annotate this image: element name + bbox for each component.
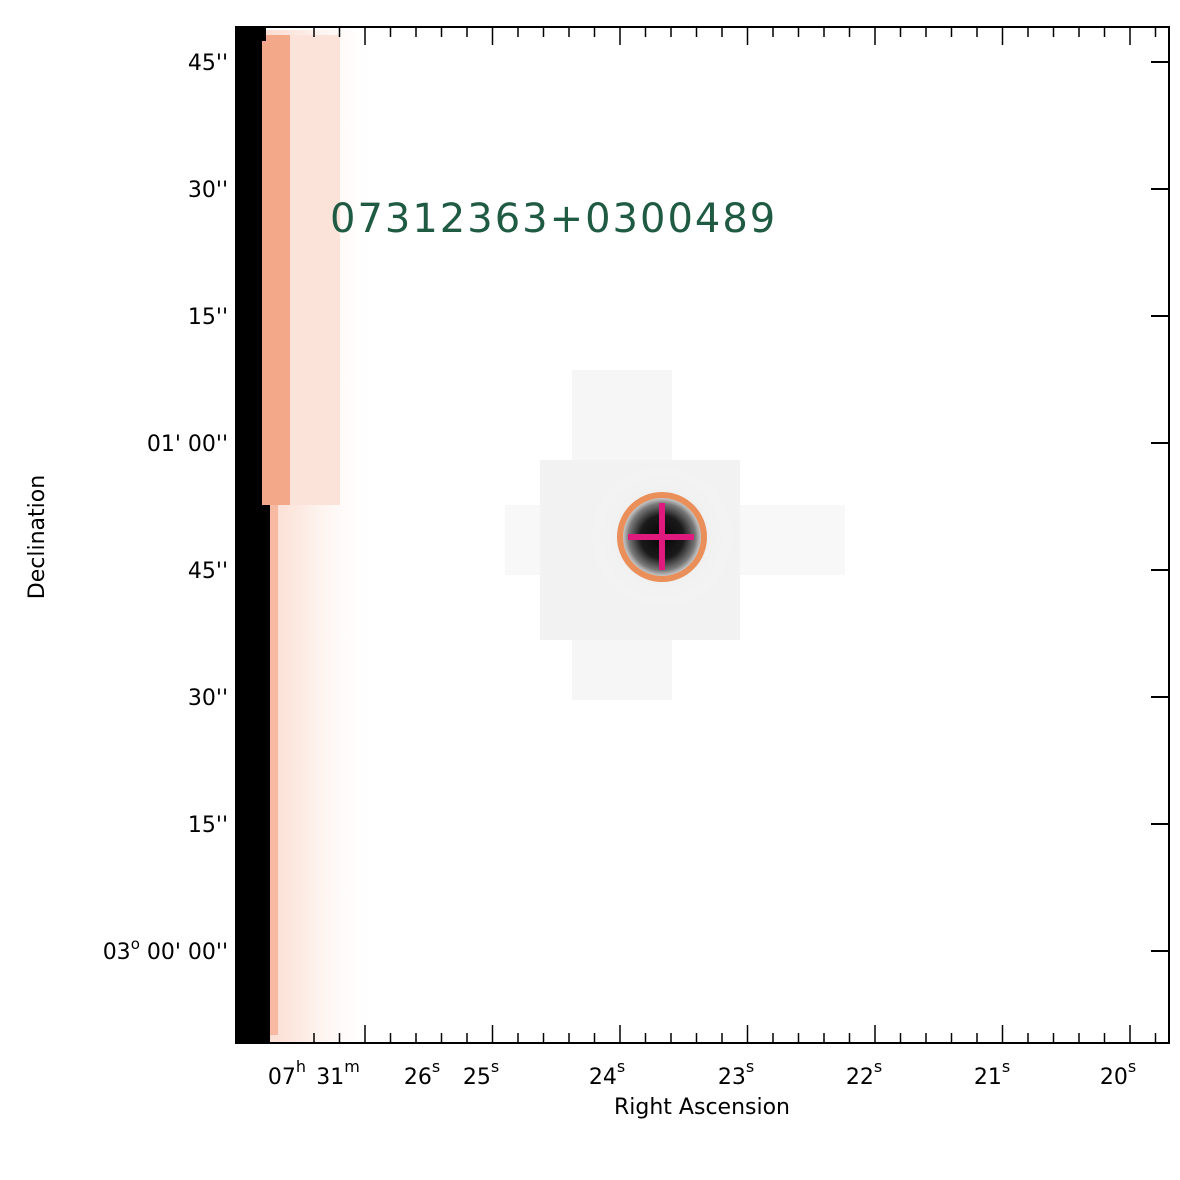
aperture-circle [617, 492, 707, 582]
edge-glow [290, 35, 340, 505]
x-tick-label: 22s [846, 1057, 882, 1090]
edge-strip [236, 27, 262, 1043]
edge-strip [262, 505, 270, 1043]
y-tick-label: 45'' [188, 51, 228, 76]
x-tick-label: 24s [589, 1057, 625, 1090]
y-tick-label: 01' 00'' [147, 432, 228, 457]
y-tick-label: 15'' [188, 813, 228, 838]
edge-strip [262, 27, 266, 41]
y-axis-title: Declination [25, 475, 50, 599]
axis-ticks [236, 27, 1169, 1043]
y-tick-label: 03o 00' 00'' [103, 935, 228, 965]
x-tick-label: 25s [463, 1057, 499, 1090]
object-label: 07312363+0300489 [330, 196, 777, 242]
x-tick-label: 31m [316, 1057, 360, 1090]
sky-image [236, 27, 1169, 1043]
x-tick-label: 20s [1100, 1057, 1136, 1090]
x-axis-labels: 07h 31m 26s 25s 24s 23s 22s 21s 20s [268, 1057, 1136, 1090]
x-tick-label: 23s [718, 1057, 754, 1090]
y-tick-label: 15'' [188, 305, 228, 330]
y-tick-label: 30'' [188, 686, 228, 711]
edge-glow [262, 35, 290, 505]
y-tick-label: 30'' [188, 178, 228, 203]
plot-frame [235, 26, 1170, 1044]
y-tick-label: 45'' [188, 559, 228, 584]
y-axis-labels: 45'' 30'' 15'' 01' 00'' 45'' 30'' 15'' 03o 00' … [103, 51, 228, 965]
x-tick-label: 07h [268, 1057, 306, 1090]
x-axis-title: Right Ascension [614, 1095, 790, 1120]
x-tick-label: 26s [404, 1057, 440, 1090]
x-tick-label: 21s [974, 1057, 1010, 1090]
